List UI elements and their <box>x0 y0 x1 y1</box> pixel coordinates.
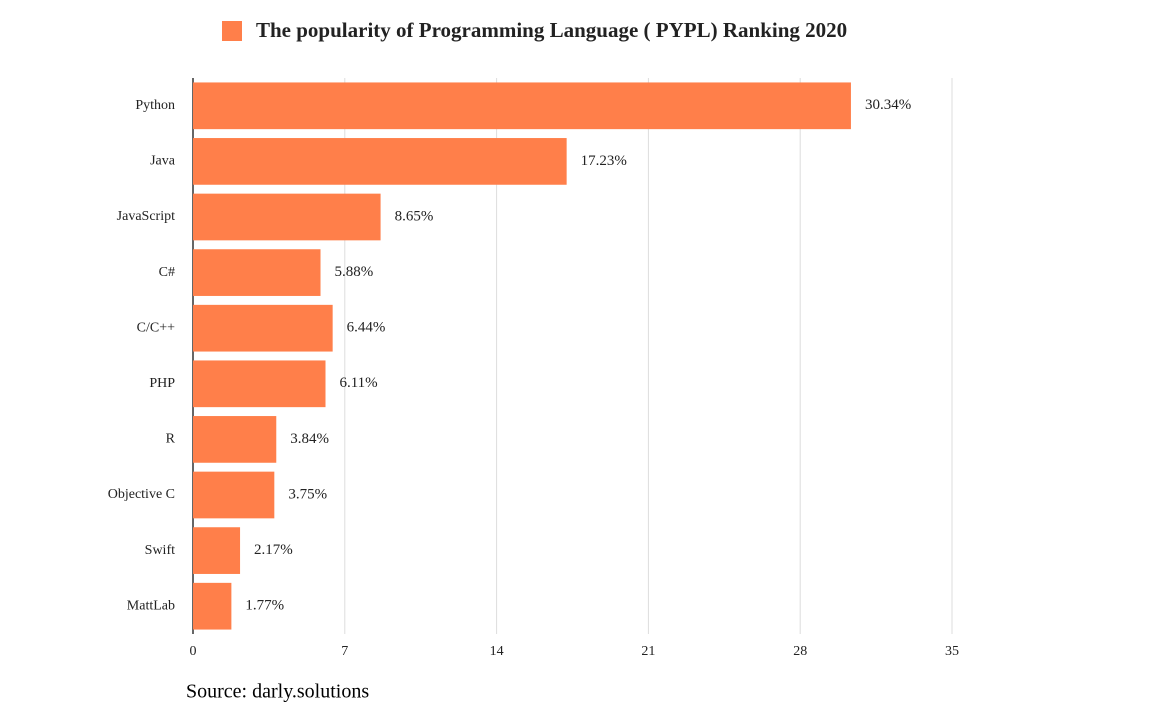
y-tick-label: PHP <box>149 376 175 391</box>
bar <box>193 193 381 241</box>
y-tick-label: R <box>166 432 176 447</box>
value-label: 3.75% <box>288 486 327 502</box>
value-label: 6.11% <box>339 375 377 391</box>
source: Source: darly.solutions <box>186 681 369 703</box>
y-tick-label: Swift <box>145 543 175 558</box>
x-tick-label: 28 <box>793 644 807 659</box>
value-label: 17.23% <box>581 153 627 169</box>
y-tick-label: C/C++ <box>137 320 175 335</box>
value-label: 3.84% <box>290 431 329 447</box>
bar <box>193 304 333 352</box>
value-label: 30.34% <box>865 97 911 113</box>
bar <box>193 582 232 630</box>
y-tick-label: C# <box>159 265 175 280</box>
x-tick-label: 7 <box>341 644 348 659</box>
bar <box>193 138 567 185</box>
value-label: 1.77% <box>245 598 284 614</box>
bar <box>193 249 321 296</box>
bar <box>193 416 277 463</box>
chart-title: The popularity of Programming Language (… <box>256 18 847 42</box>
value-label: 8.65% <box>395 208 434 224</box>
x-tick-label: 14 <box>490 644 504 659</box>
bar <box>193 471 275 519</box>
x-tick-label: 0 <box>190 644 197 659</box>
y-tick-label: JavaScript <box>117 209 175 224</box>
bar <box>193 527 241 574</box>
value-label: 6.44% <box>347 320 386 336</box>
y-tick-label: Python <box>135 98 175 113</box>
legend-swatch <box>222 21 242 41</box>
y-tick-label: MattLab <box>127 598 175 613</box>
x-tick-label: 35 <box>945 644 959 659</box>
value-label: 5.88% <box>335 264 374 280</box>
bar <box>193 360 326 408</box>
value-label: 2.17% <box>254 542 293 558</box>
y-tick-label: Java <box>150 154 176 169</box>
x-tick-label: 21 <box>641 644 655 659</box>
y-tick-label: Objective C <box>108 487 175 502</box>
bar <box>193 82 851 130</box>
